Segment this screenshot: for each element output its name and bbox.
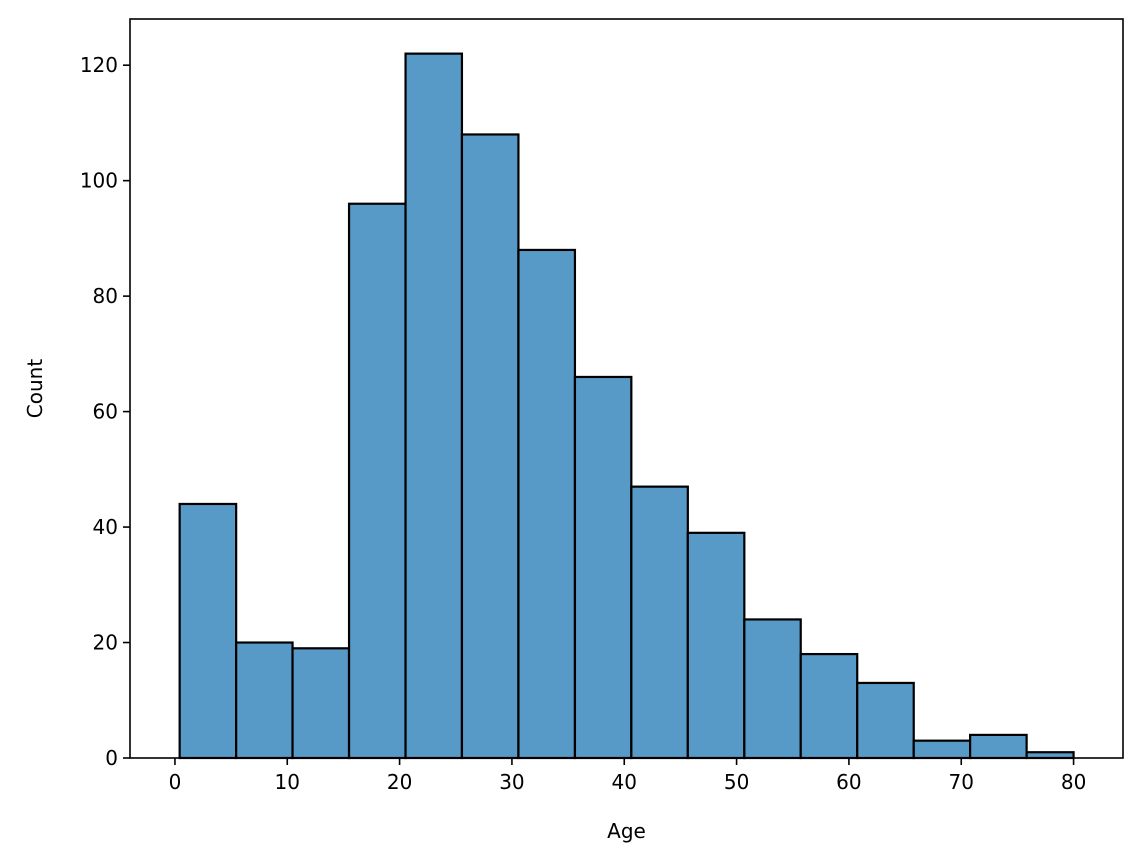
histogram-bar [347,202,407,760]
histogram-bar [743,618,802,760]
histogram-bar [686,531,746,760]
x-tick-label: 80 [1061,770,1086,794]
bars-layer [178,52,1075,760]
y-tick-label: 20 [93,631,118,655]
x-tick-label: 10 [275,770,300,794]
histogram-bar [291,647,351,760]
x-tick-label: 60 [836,770,861,794]
histogram-bar [460,133,520,760]
histogram-bar [1025,751,1075,760]
y-tick-label: 80 [93,284,118,308]
histogram-bar [799,652,859,760]
histogram-bar [969,733,1028,760]
x-tick-label: 70 [949,770,974,794]
y-axis: 0 20 40 60 80 100 120 [80,53,130,770]
histogram-bar [912,739,972,760]
y-tick-label: 40 [93,515,118,539]
x-tick-label: 30 [499,770,524,794]
histogram-bar [404,52,464,760]
y-tick-label: 0 [105,746,118,770]
y-tick-label: 100 [80,169,118,193]
histogram-bar [856,681,915,760]
histogram-bar [235,641,294,760]
x-axis: 0 10 20 30 40 50 60 70 80 [169,758,1086,794]
plot-frame [129,18,1124,759]
histogram-bar [178,502,238,760]
y-axis-label: Count [23,359,47,419]
x-tick-label: 50 [724,770,749,794]
histogram-bar [630,485,689,760]
histogram-bar [573,375,633,760]
histogram-bar [517,248,577,760]
y-tick-label: 60 [93,400,118,424]
x-tick-label: 20 [387,770,412,794]
y-tick-label: 120 [80,53,118,77]
x-axis-label: Age [607,819,646,843]
x-tick-label: 40 [612,770,637,794]
x-tick-label: 0 [169,770,182,794]
